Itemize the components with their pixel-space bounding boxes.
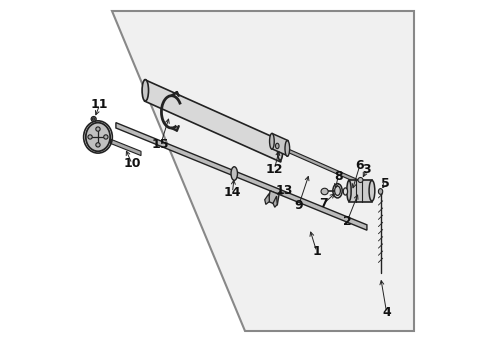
Ellipse shape <box>335 186 341 195</box>
Polygon shape <box>273 196 277 207</box>
Ellipse shape <box>270 134 274 149</box>
Ellipse shape <box>358 177 363 183</box>
Polygon shape <box>277 144 367 187</box>
Ellipse shape <box>321 188 328 195</box>
Polygon shape <box>269 191 279 205</box>
Ellipse shape <box>369 180 375 201</box>
Polygon shape <box>116 123 367 230</box>
Ellipse shape <box>378 189 383 194</box>
Polygon shape <box>272 134 288 156</box>
Text: 9: 9 <box>294 199 303 212</box>
Ellipse shape <box>96 143 100 147</box>
Text: 2: 2 <box>343 215 352 228</box>
Text: 14: 14 <box>224 186 241 199</box>
Ellipse shape <box>86 123 110 151</box>
Ellipse shape <box>96 127 100 131</box>
Ellipse shape <box>231 167 238 180</box>
Text: 4: 4 <box>382 306 391 319</box>
Text: 7: 7 <box>319 197 328 210</box>
Text: 1: 1 <box>312 245 321 258</box>
Text: 3: 3 <box>363 163 371 176</box>
Text: 6: 6 <box>355 159 364 172</box>
Ellipse shape <box>88 135 92 139</box>
Ellipse shape <box>142 80 148 101</box>
Text: 8: 8 <box>334 170 343 183</box>
Ellipse shape <box>347 180 351 201</box>
Polygon shape <box>145 80 281 162</box>
Polygon shape <box>349 180 372 202</box>
Polygon shape <box>265 194 270 204</box>
Ellipse shape <box>278 142 283 160</box>
Ellipse shape <box>104 135 108 139</box>
Ellipse shape <box>91 117 96 122</box>
Text: 11: 11 <box>91 98 108 111</box>
Ellipse shape <box>93 118 95 120</box>
Ellipse shape <box>285 140 290 156</box>
Polygon shape <box>112 12 414 330</box>
Ellipse shape <box>275 143 279 149</box>
Text: 15: 15 <box>152 138 170 150</box>
Polygon shape <box>111 139 141 156</box>
Text: 10: 10 <box>123 157 141 170</box>
Text: 13: 13 <box>276 184 293 197</box>
Ellipse shape <box>333 184 342 198</box>
Text: 5: 5 <box>381 177 390 190</box>
Ellipse shape <box>343 188 347 195</box>
Text: 12: 12 <box>266 163 283 176</box>
